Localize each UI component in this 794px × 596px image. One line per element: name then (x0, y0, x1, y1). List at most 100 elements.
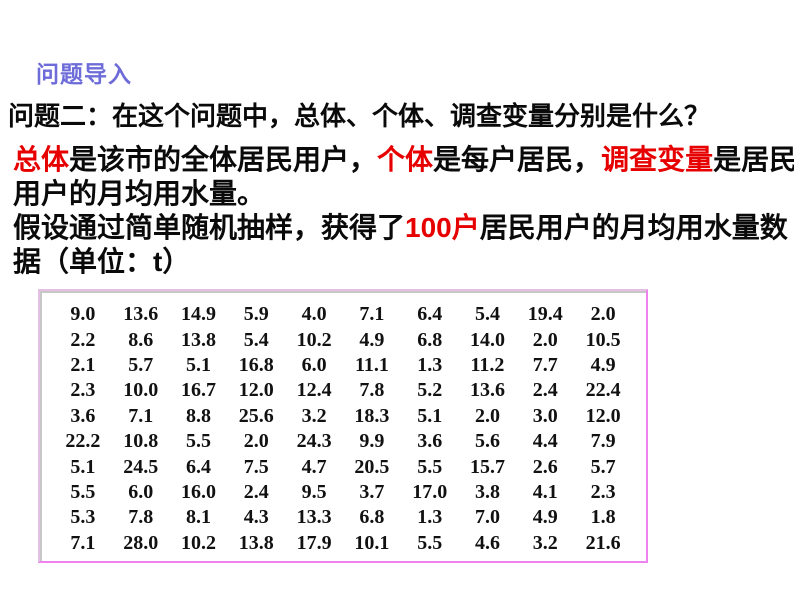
table-cell: 24.3 (296, 430, 332, 453)
table-cell: 5.5 (417, 455, 443, 478)
table-cell: 5.5 (417, 531, 443, 554)
table-cell: 2.3 (590, 480, 616, 503)
text-segment: 居民用户的月均用水量数 (479, 212, 788, 243)
data-table: 9.0 13.6 14.9 5.9 4.0 7.1 6.4 5.4 19.4 2.0 2.2 8.6 1… (38, 289, 648, 563)
table-cell: 13.6 (469, 379, 505, 402)
table-cell: 7.0 (474, 506, 500, 529)
table-cell: 12.0 (238, 379, 274, 402)
table-cell: 3.7 (359, 480, 385, 503)
table-cell: 6.4 (417, 303, 443, 326)
table-cell: 7.1 (359, 303, 385, 326)
table-cell: 6.4 (185, 455, 211, 478)
table-cell: 16.7 (180, 379, 216, 402)
table-cell: 10.0 (123, 379, 159, 402)
table-cell: 5.3 (70, 506, 96, 529)
text-line: 据（单位：t） (13, 245, 791, 279)
text-segment: 据（单位：t） (13, 246, 191, 277)
table-cell: 19.4 (527, 303, 563, 326)
table-row: 9.0 13.6 14.9 5.9 4.0 7.1 6.4 5.4 19.4 2.0 (54, 302, 632, 327)
table-cell: 22.4 (585, 379, 621, 402)
table-cell: 4.3 (243, 506, 269, 529)
table-cell: 6.8 (359, 506, 385, 529)
table-cell: 13.8 (238, 531, 274, 554)
table-cell: 2.4 (243, 480, 269, 503)
table-cell: 13.6 (123, 303, 159, 326)
table-row: 5.3 7.8 8.1 4.3 13.3 6.8 1.3 7.0 4.9 1.8 (54, 505, 632, 530)
question-heading: 问题二：在这个问题中，总体、个体、调查变量分别是什么？ (8, 101, 711, 131)
table-row: 5.5 6.0 16.0 2.4 9.5 3.7 17.0 3.8 4.1 2.3 (54, 480, 632, 505)
table-cell: 5.4 (474, 303, 500, 326)
table-cell: 7.5 (243, 455, 269, 478)
text-line: 用户的月均用水量。 (13, 177, 791, 211)
emphasized-term: 调查变量 (601, 144, 714, 175)
table-cell: 5.6 (474, 430, 500, 453)
table-cell: 5.7 (590, 455, 616, 478)
table-cell: 1.3 (417, 506, 443, 529)
table-cell: 9.5 (301, 480, 327, 503)
table-cell: 25.6 (238, 404, 274, 427)
emphasized-term: 个体 (377, 144, 434, 175)
table-cell: 10.8 (123, 430, 159, 453)
table-cell: 5.1 (417, 404, 443, 427)
table-row: 5.1 24.5 6.4 7.5 4.7 20.5 5.5 15.7 2.6 5.7 (54, 454, 632, 479)
table-cell: 2.6 (532, 455, 558, 478)
table-cell: 9.9 (359, 430, 385, 453)
table-cell: 2.0 (590, 303, 616, 326)
text-segment: 是居民 (713, 144, 794, 175)
table-cell: 14.0 (469, 328, 505, 351)
table-cell: 3.8 (474, 480, 500, 503)
table-row: 7.1 28.0 10.2 13.8 17.9 10.1 5.5 4.6 3.2 21.6 (54, 531, 632, 556)
table-cell: 4.7 (301, 455, 327, 478)
table-cell: 12.4 (296, 379, 332, 402)
table-cell: 10.2 (296, 328, 332, 351)
table-cell: 2.4 (532, 379, 558, 402)
table-cell: 9.0 (70, 303, 96, 326)
table-cell: 4.0 (301, 303, 327, 326)
table-cell: 3.2 (532, 531, 558, 554)
table-cell: 13.8 (180, 328, 216, 351)
table-cell: 4.1 (532, 480, 558, 503)
table-cell: 2.0 (243, 430, 269, 453)
table-cell: 3.0 (532, 404, 558, 427)
table-cell: 22.2 (65, 430, 101, 453)
table-cell: 7.7 (532, 353, 558, 376)
emphasized-term: 总体 (13, 144, 70, 175)
table-cell: 5.4 (243, 328, 269, 351)
table-cell: 10.1 (354, 531, 390, 554)
table-row: 2.1 5.7 5.1 16.8 6.0 11.1 1.3 11.2 7.7 4.9 (54, 353, 632, 378)
table-cell: 5.5 (70, 480, 96, 503)
table-cell: 3.2 (301, 404, 327, 427)
table-cell: 4.9 (532, 506, 558, 529)
table-cell: 11.2 (470, 353, 505, 376)
table-cell: 7.9 (590, 430, 616, 453)
table-row: 2.2 8.6 13.8 5.4 10.2 4.9 6.8 14.0 2.0 10.5 (54, 327, 632, 352)
table-cell: 5.2 (417, 379, 443, 402)
table-cell: 10.2 (180, 531, 216, 554)
answer-paragraphs: 总体是该市的全体居民用户，个体是每户居民，调查变量是居民 用户的月均用水量。 假设通… (13, 143, 794, 279)
table-cell: 4.6 (474, 531, 500, 554)
table-cell: 16.0 (180, 480, 216, 503)
table-cell: 15.7 (469, 455, 505, 478)
table-cell: 7.1 (128, 404, 154, 427)
table-cell: 4.9 (359, 328, 385, 351)
table-cell: 5.1 (185, 353, 211, 376)
table-cell: 11.1 (354, 353, 389, 376)
table-cell: 6.0 (301, 353, 327, 376)
text-line: 假设通过简单随机抽样，获得了100户居民用户的月均用水量数 (13, 211, 791, 245)
table-cell: 2.3 (70, 379, 96, 402)
text-segment: 假设通过简单随机抽样，获得了 (13, 212, 406, 243)
table-cell: 1.8 (590, 506, 616, 529)
text-segment: 用户的月均用水量。 (13, 178, 266, 209)
table-cell: 6.0 (128, 480, 154, 503)
table-cell: 2.0 (474, 404, 500, 427)
table-row: 2.3 10.0 16.7 12.0 12.4 7.8 5.2 13.6 2.4 22.4 (54, 378, 632, 403)
table-cell: 4.9 (590, 353, 616, 376)
table-cell: 18.3 (354, 404, 390, 427)
table-cell: 5.5 (185, 430, 211, 453)
table-cell: 13.3 (296, 506, 332, 529)
table-cell: 2.2 (70, 328, 96, 351)
table-cell: 24.5 (123, 455, 159, 478)
text-line: 总体是该市的全体居民用户，个体是每户居民，调查变量是居民 (13, 143, 794, 177)
table-cell: 1.3 (417, 353, 443, 376)
